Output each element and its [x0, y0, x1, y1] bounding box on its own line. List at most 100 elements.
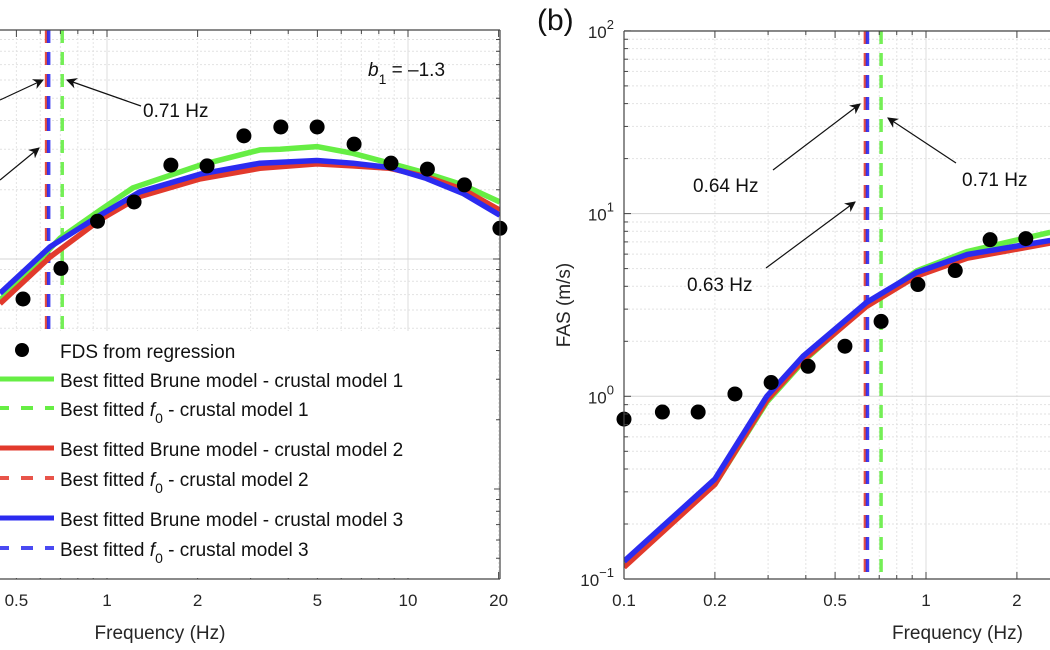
data-point: [199, 158, 215, 174]
data-point: [53, 260, 69, 276]
legend-entry: Best fitted f0 - crustal model 2: [0, 470, 309, 496]
y-axis-label-b: FAS (m/s): [554, 263, 575, 347]
x-tick-label: 2: [193, 591, 202, 610]
legend-label: Best fitted Brune model - crustal model …: [60, 371, 403, 392]
legend-label: Best fitted f0 - crustal model 3: [60, 540, 309, 566]
curves-b: [624, 229, 1050, 570]
y-tick-base: 10: [588, 388, 607, 407]
x-axis-label-b: Frequency (Hz): [892, 623, 1023, 644]
legend-label-post: - crustal model 3: [163, 540, 309, 561]
data-point: [910, 277, 926, 293]
y-tick-label: 101: [588, 200, 614, 225]
points-b: [616, 231, 1034, 427]
annotation-arrow: [765, 201, 856, 269]
y-tick-label: 102: [588, 17, 614, 42]
legend-label-sub: 0: [155, 480, 163, 496]
data-point: [15, 291, 31, 307]
y-tick-exponent: 0: [607, 382, 614, 397]
x-tick-label: 10: [399, 591, 418, 610]
legend-label-pre: Best fitted: [60, 540, 150, 561]
axes-a: 0.5 1 2 5 10 20: [0, 29, 508, 610]
annotation-arrow: [887, 117, 957, 164]
legend-entry: Best fitted f0 - crustal model 1: [0, 400, 309, 426]
x-tick-label: 1: [921, 591, 930, 610]
legend-label: Best fitted Brune model - crustal model …: [60, 510, 403, 531]
data-point: [419, 161, 435, 177]
data-point: [456, 177, 472, 193]
legend-label-f: f: [150, 540, 157, 561]
points-a: [15, 119, 508, 307]
legend-entry: FDS from regression: [15, 342, 235, 363]
data-point: [800, 358, 816, 374]
y-tick-base: 10: [580, 571, 599, 590]
legend-label-text: Best fitted Brune model - crustal model …: [60, 371, 403, 392]
legend-label: FDS from regression: [60, 342, 235, 363]
x-tick-label: 0.5: [823, 591, 847, 610]
legend-entry: Best fitted Brune model - crustal model …: [0, 510, 403, 531]
b1-annotation: b1 = –1.3: [368, 60, 445, 87]
f0-lines-a: [44, 30, 64, 579]
y-tick-exponent: −1: [599, 565, 614, 580]
data-point: [727, 386, 743, 402]
legend-label-text: Best fitted Brune model - crustal model …: [60, 440, 403, 461]
y-tick-exponent: 2: [607, 17, 614, 32]
legend-label-post: - crustal model 2: [163, 470, 309, 491]
legend-label-text: FDS from regression: [60, 342, 235, 363]
data-point: [837, 338, 853, 354]
data-point: [763, 374, 779, 390]
data-point: [947, 263, 963, 279]
data-point: [1018, 231, 1034, 247]
annotation-0-63-hz: 0.63 Hz: [687, 201, 856, 296]
legend-label: Best fitted Brune model - crustal model …: [60, 440, 403, 461]
legend-label-text: Best fitted Brune model - crustal model …: [60, 510, 403, 531]
x-tick-label: 0.1: [612, 591, 636, 610]
annotation-0-64-hz: 0.64 Hz: [693, 103, 861, 197]
x-tick-label: 0.2: [703, 591, 727, 610]
annotation-arrow: [65, 78, 142, 107]
legend-label-sub: 0: [155, 410, 163, 426]
annotation-label: 0.63 Hz: [687, 275, 752, 296]
legend: FDS from regression Best fitted Brune mod…: [0, 331, 494, 578]
data-point: [654, 404, 670, 420]
annotation-label: 0.64 Hz: [693, 176, 758, 197]
data-point: [346, 136, 362, 152]
y-tick-base: 10: [588, 206, 607, 225]
annotation-label: 0.71 Hz: [962, 170, 1027, 191]
annotation-label: 0.71 Hz: [143, 101, 208, 122]
legend-label-post: - crustal model 1: [163, 400, 309, 421]
annotation-0-71-hz-b: 0.71 Hz: [887, 117, 1027, 191]
legend-entry: Best fitted Brune model - crustal model …: [0, 440, 403, 461]
legend-marker: [15, 343, 29, 357]
legend-label: Best fitted f0 - crustal model 1: [60, 400, 309, 426]
y-tick-label: 100: [588, 382, 614, 407]
data-point: [982, 232, 998, 248]
panel-label-b: (b): [537, 4, 574, 37]
y-tick-exponent: 1: [607, 200, 614, 215]
data-point: [126, 194, 142, 210]
data-point: [690, 404, 706, 420]
legend-label-pre: Best fitted: [60, 470, 150, 491]
x-tick-label: 0.5: [5, 591, 29, 610]
brune-curve: [624, 237, 1050, 564]
legend-box: [0, 331, 494, 578]
data-point: [236, 128, 252, 144]
data-point: [873, 313, 889, 329]
x-tick-label: 20: [489, 591, 508, 610]
legend-label-pre: Best fitted: [60, 400, 150, 421]
data-point: [163, 157, 179, 173]
x-tick-label: 5: [313, 591, 322, 610]
y-tick-base: 10: [588, 23, 607, 42]
annotation-0-71-hz-a: 0.71 Hz: [65, 78, 208, 122]
annotation-arrow: [772, 103, 861, 171]
y-tick-label: 10−1: [580, 565, 614, 590]
annotation-arrow: [0, 79, 44, 101]
data-point: [309, 119, 325, 135]
panel-a: 0.5 1 2 5 10 20 b1 = –1.3 0.71 Hz FDS from re…: [0, 29, 508, 644]
x-tick-label: 2: [1012, 591, 1021, 610]
data-point: [90, 213, 106, 229]
legend-label-f: f: [150, 400, 157, 421]
data-point: [273, 119, 289, 135]
